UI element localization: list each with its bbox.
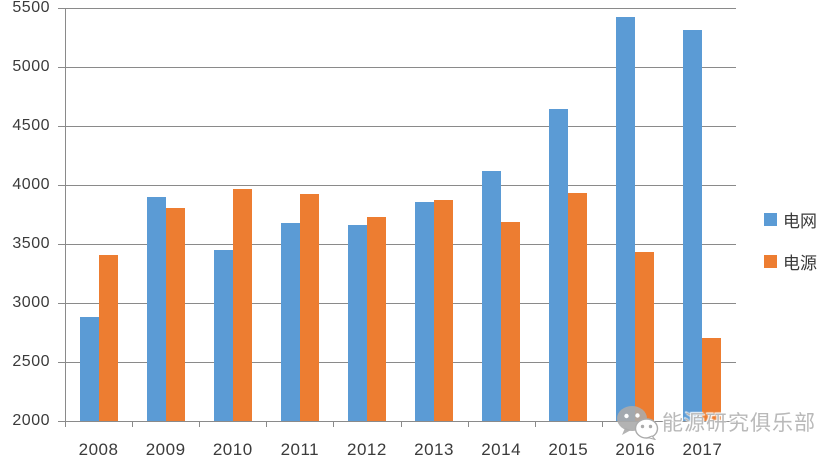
bar-power-2015 — [568, 192, 588, 421]
y-tick-4000 — [58, 185, 65, 186]
x-tick-5 — [400, 421, 402, 427]
y-label-2500: 2500 — [12, 353, 50, 370]
x-label-2009: 2009 — [145, 440, 186, 459]
legend-label-grid: 电网 — [783, 212, 817, 231]
bar-grid-2010 — [213, 250, 233, 421]
y-tick-5500 — [58, 8, 65, 9]
x-tick-3 — [266, 421, 268, 427]
legend: 电网 电源 — [764, 207, 817, 274]
x-label-2016: 2016 — [615, 440, 656, 459]
x-tick-7 — [534, 421, 536, 427]
gridline-5500 — [65, 8, 736, 9]
x-axis-line — [65, 421, 736, 422]
x-tick-0 — [65, 421, 66, 427]
bar-grid-2013 — [415, 201, 435, 421]
x-tick-10 — [736, 421, 737, 427]
bar-grid-2009 — [146, 197, 166, 421]
x-tick-6 — [467, 421, 469, 427]
y-tick-3000 — [58, 303, 65, 304]
bar-grid-2014 — [482, 170, 502, 421]
y-label-4500: 4500 — [12, 117, 50, 134]
gridline-4500 — [65, 126, 736, 127]
bar-grid-2015 — [549, 109, 569, 421]
bar-grid-2008 — [79, 316, 99, 421]
legend-label-power: 电源 — [783, 254, 817, 273]
bar-grid-2011 — [280, 222, 300, 421]
y-label-5500: 5500 — [12, 0, 50, 16]
x-label-2012: 2012 — [347, 440, 387, 459]
wechat-icon — [617, 406, 659, 440]
x-tick-2 — [199, 421, 201, 427]
y-tick-4500 — [58, 126, 65, 127]
gridline-5000 — [65, 67, 736, 68]
bar-grid-2016 — [616, 16, 636, 421]
bar-grid-2012 — [347, 225, 367, 421]
gridline-4000 — [65, 185, 736, 186]
gridline-2500 — [65, 362, 736, 363]
y-label-4000: 4000 — [12, 176, 50, 193]
legend-swatch-power — [764, 255, 777, 268]
x-label-2013: 2013 — [414, 440, 454, 459]
bar-power-2016 — [635, 252, 655, 421]
x-label-2015: 2015 — [548, 440, 589, 459]
legend-item-grid: 电网 — [764, 207, 817, 232]
x-label-2017: 2017 — [682, 440, 723, 459]
bar-power-2011 — [299, 193, 319, 421]
bar-grid-2017 — [683, 29, 703, 421]
y-label-3500: 3500 — [12, 235, 50, 252]
y-tick-2500 — [58, 362, 65, 363]
y-label-3000: 3000 — [12, 294, 50, 311]
x-tick-4 — [333, 421, 335, 427]
y-label-5000: 5000 — [12, 58, 50, 75]
x-label-2011: 2011 — [280, 440, 320, 459]
bar-power-2014 — [501, 222, 521, 421]
y-axis-line — [65, 8, 66, 421]
y-tick-3500 — [58, 244, 65, 245]
x-label-2014: 2014 — [481, 440, 522, 459]
y-tick-5000 — [58, 67, 65, 68]
watermark-text: 能源研究俱乐部 — [662, 412, 816, 435]
gridline-3500 — [65, 244, 736, 245]
bar-power-2013 — [434, 200, 454, 421]
bar-power-2012 — [366, 216, 386, 421]
x-tick-1 — [132, 421, 134, 427]
legend-swatch-grid — [764, 213, 777, 226]
x-label-2008: 2008 — [78, 440, 119, 459]
bar-power-2009 — [165, 208, 185, 421]
legend-item-power: 电源 — [764, 249, 817, 274]
y-tick-2000 — [58, 421, 65, 422]
bar-power-2017 — [702, 338, 722, 421]
bar-power-2010 — [232, 188, 252, 421]
bar-power-2008 — [98, 255, 118, 421]
x-tick-8 — [601, 421, 603, 427]
watermark: 能源研究俱乐部 — [615, 404, 816, 440]
gridline-3000 — [65, 303, 736, 304]
y-label-2000: 2000 — [12, 412, 50, 429]
x-tick-9 — [668, 421, 670, 427]
x-label-2010: 2010 — [212, 440, 253, 459]
